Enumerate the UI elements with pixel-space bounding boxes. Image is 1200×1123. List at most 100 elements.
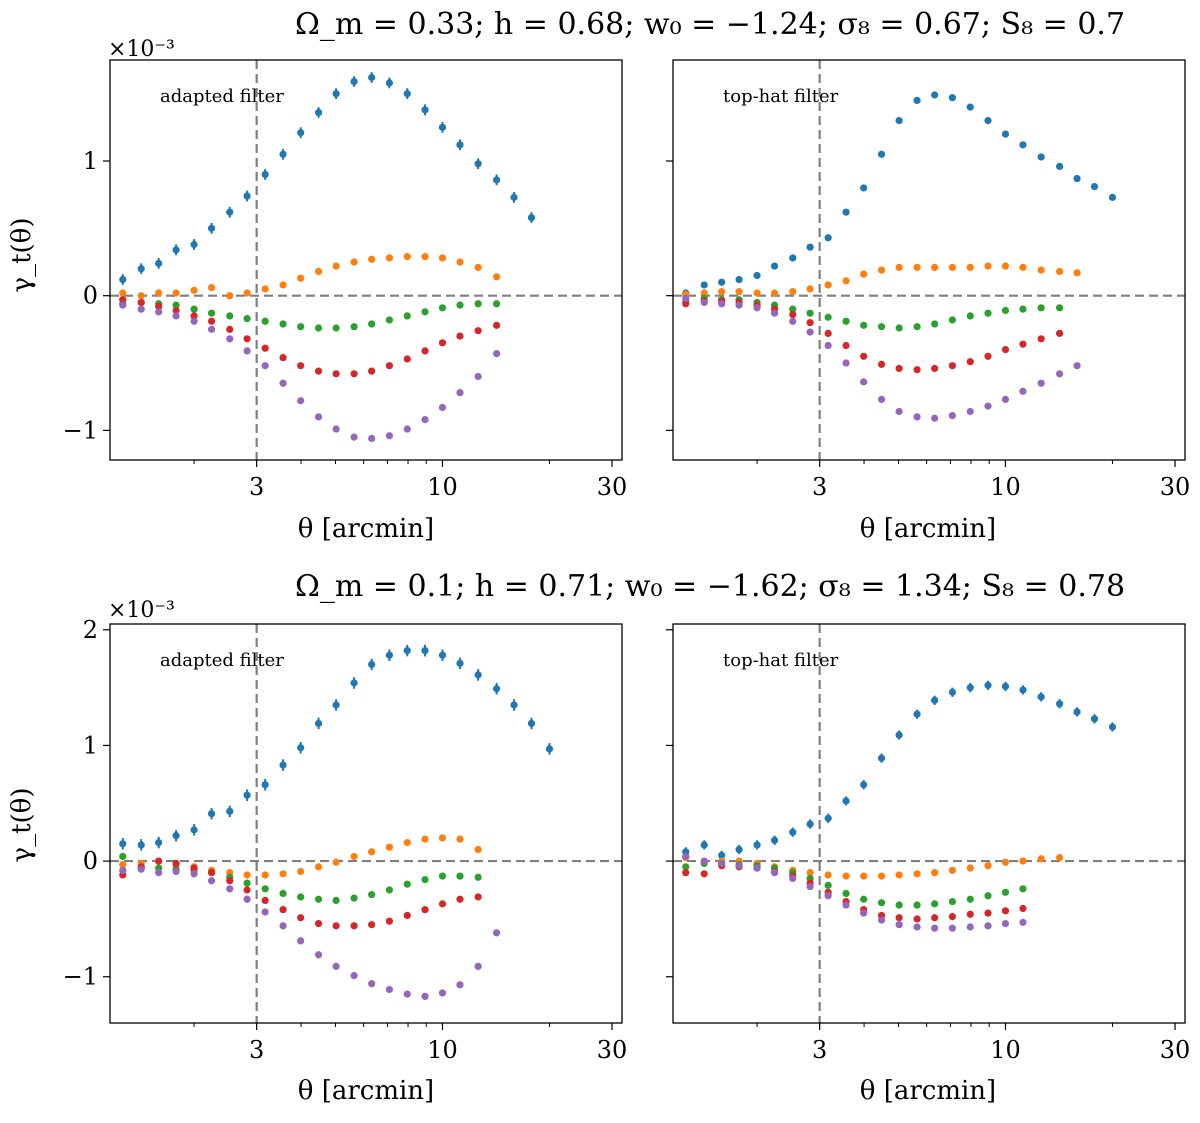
data-point [438, 834, 447, 842]
data-point [682, 863, 690, 871]
data-point [895, 364, 903, 373]
panel-2-xlabel: θ [arcmin] [860, 514, 996, 544]
data-point [1001, 395, 1010, 403]
data-point [877, 395, 886, 403]
data-point [332, 370, 340, 378]
data-point [492, 273, 501, 281]
y-tick-label: 0 [83, 282, 98, 310]
data-point [456, 301, 464, 309]
data-point [297, 323, 305, 331]
data-point [226, 208, 234, 216]
data-point [913, 366, 921, 374]
data-point [385, 985, 393, 994]
data-point [297, 274, 305, 282]
data-point [172, 289, 180, 297]
data-point [931, 263, 939, 272]
data-point [137, 265, 145, 273]
data-point [279, 870, 287, 878]
data-point [824, 892, 832, 900]
series-bin1 [682, 680, 1117, 860]
series-bin2 [682, 262, 1081, 298]
data-point [314, 719, 323, 728]
data-point [1073, 174, 1081, 183]
data-point [948, 897, 956, 906]
data-point [155, 838, 163, 847]
data-point [1037, 153, 1045, 161]
y-tick-label: −1 [63, 416, 98, 444]
data-point [735, 288, 743, 296]
data-point [190, 317, 198, 325]
data-point [789, 874, 797, 883]
data-point [243, 895, 251, 903]
row2-title: Ω_m = 0.1; h = 0.71; w₀ = −1.62; σ₈ = 1.… [295, 569, 1125, 604]
data-point [172, 301, 180, 309]
series-bin5 [682, 294, 1081, 422]
data-point [438, 900, 447, 908]
data-point [207, 810, 216, 818]
panel-4-filter-label: top-hat filter [723, 650, 839, 671]
data-point [1055, 854, 1064, 862]
data-point [1001, 888, 1010, 896]
data-point [332, 262, 340, 270]
data-point [1019, 885, 1027, 893]
data-point [314, 863, 323, 871]
series-bin1 [682, 91, 1117, 297]
data-point [172, 867, 180, 876]
row2-ylabel: γ_t(θ) [7, 788, 37, 863]
data-point [492, 350, 501, 358]
data-point [948, 913, 956, 921]
data-point [510, 193, 518, 201]
data-point [948, 263, 956, 272]
data-point [895, 731, 903, 739]
data-point [1001, 682, 1010, 691]
data-point [789, 254, 797, 262]
data-point [682, 300, 690, 308]
data-point [806, 869, 814, 877]
data-point [895, 901, 903, 909]
data-point [913, 710, 921, 718]
data-point [368, 434, 376, 443]
data-point [842, 889, 850, 898]
data-point [931, 914, 939, 922]
data-point [824, 881, 832, 889]
data-point [297, 914, 305, 922]
data-point [984, 262, 992, 270]
data-point [860, 872, 868, 880]
data-point [279, 761, 287, 769]
data-point [438, 651, 447, 659]
data-point [421, 647, 429, 655]
data-point [931, 414, 939, 422]
data-point [456, 389, 464, 397]
data-point [350, 77, 358, 86]
data-point [243, 879, 251, 887]
data-point [226, 292, 234, 300]
data-point [207, 317, 216, 325]
data-point [172, 832, 180, 840]
data-point [753, 271, 761, 280]
data-point [261, 285, 269, 293]
data-point [948, 316, 956, 324]
data-point [913, 923, 921, 931]
data-point [226, 312, 234, 320]
data-point [474, 300, 482, 308]
data-point [385, 254, 393, 262]
data-point [137, 865, 145, 873]
data-point [350, 894, 358, 902]
data-point [877, 360, 886, 368]
data-point [877, 899, 886, 907]
data-point [948, 94, 956, 102]
data-point [474, 372, 482, 381]
data-point [931, 364, 939, 373]
data-point [913, 413, 921, 421]
row2-multiplier: ×10⁻³ [108, 598, 175, 623]
data-point [770, 262, 779, 270]
data-point [913, 870, 921, 878]
data-point [1108, 193, 1117, 201]
data-point [682, 294, 690, 302]
data-point [279, 281, 287, 289]
data-point [913, 263, 921, 272]
data-point [948, 924, 956, 932]
data-point [860, 270, 868, 278]
data-point [243, 871, 251, 879]
data-point [984, 909, 992, 917]
